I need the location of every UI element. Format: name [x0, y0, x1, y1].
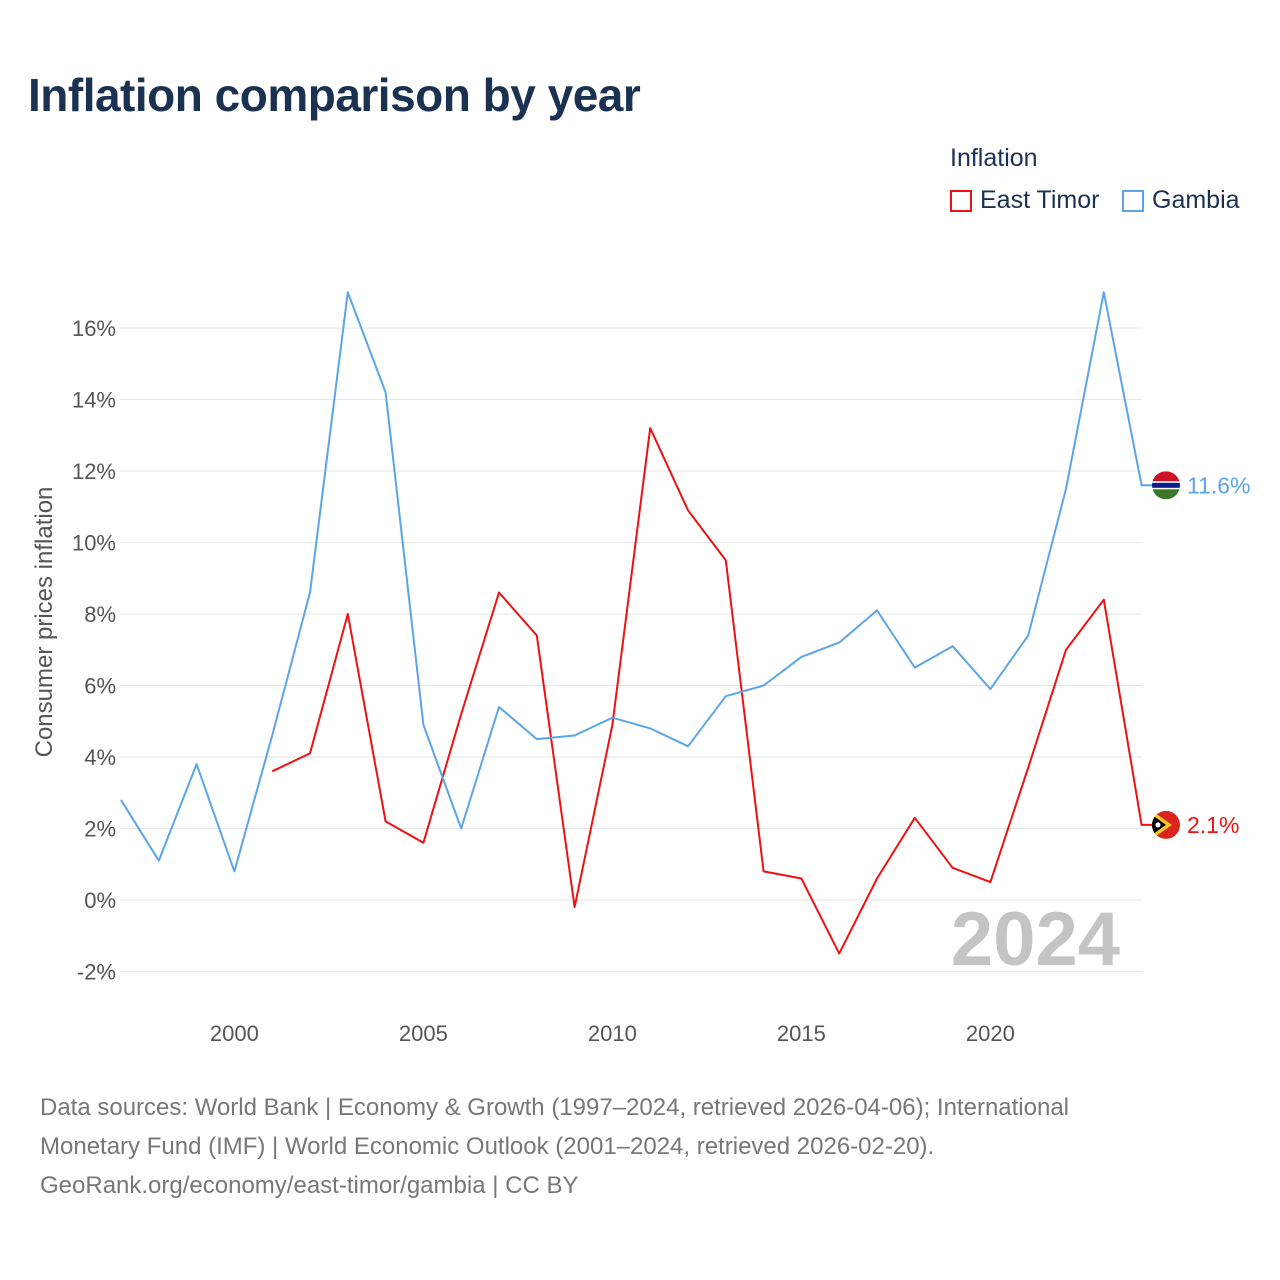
legend-item-gambia[interactable]: Gambia: [1122, 186, 1240, 215]
x-tick-label: 2005: [399, 1021, 448, 1046]
legend-label: East Timor: [980, 186, 1100, 214]
gambia-flag-icon: [1152, 489, 1180, 500]
legend-label: Gambia: [1152, 186, 1240, 214]
gambia-flag-icon: [1152, 471, 1180, 482]
chart-title: Inflation comparison by year: [28, 69, 641, 121]
y-tick-label: 2%: [84, 817, 116, 842]
y-tick-label: 0%: [84, 888, 116, 913]
y-tick-label: 8%: [84, 602, 116, 627]
y-tick-label: 14%: [72, 388, 116, 413]
end-value-label: 11.6%: [1187, 472, 1251, 498]
legend-item-east-timor[interactable]: East Timor: [950, 186, 1099, 215]
y-tick-label: 6%: [84, 674, 116, 699]
y-tick-label: -2%: [77, 960, 116, 985]
x-tick-label: 2020: [966, 1021, 1015, 1046]
footer-line: Monetary Fund (IMF) | World Economic Out…: [40, 1133, 935, 1160]
footer-line[interactable]: GeoRank.org/economy/east-timor/gambia | …: [40, 1172, 579, 1199]
x-tick-label: 2015: [777, 1021, 826, 1046]
end-value-label: 2.1%: [1187, 812, 1239, 838]
footer-sources: Data sources: World Bank | Economy & Gro…: [40, 1088, 1240, 1205]
y-axis-label: Consumer prices inflation: [31, 487, 58, 758]
legend-swatch-east-timor: [950, 189, 972, 212]
y-tick-label: 10%: [72, 531, 116, 556]
series-line-gambia: [120, 291, 1152, 873]
legend-swatch-gambia: [1122, 189, 1144, 212]
y-tick-label: 16%: [72, 316, 116, 341]
series-line-east-timor: [271, 427, 1152, 955]
legend-title: Inflation: [950, 144, 1038, 172]
x-tick-label: 2000: [210, 1021, 259, 1046]
gambia-flag-icon: [1152, 482, 1180, 488]
y-tick-label: 12%: [72, 459, 116, 484]
y-tick-label: 4%: [84, 745, 116, 770]
year-watermark: 2024: [951, 897, 1120, 982]
footer-line: Data sources: World Bank | Economy & Gro…: [40, 1094, 1070, 1121]
east-timor-flag-star-icon: [1155, 822, 1161, 828]
x-tick-label: 2010: [588, 1021, 637, 1046]
